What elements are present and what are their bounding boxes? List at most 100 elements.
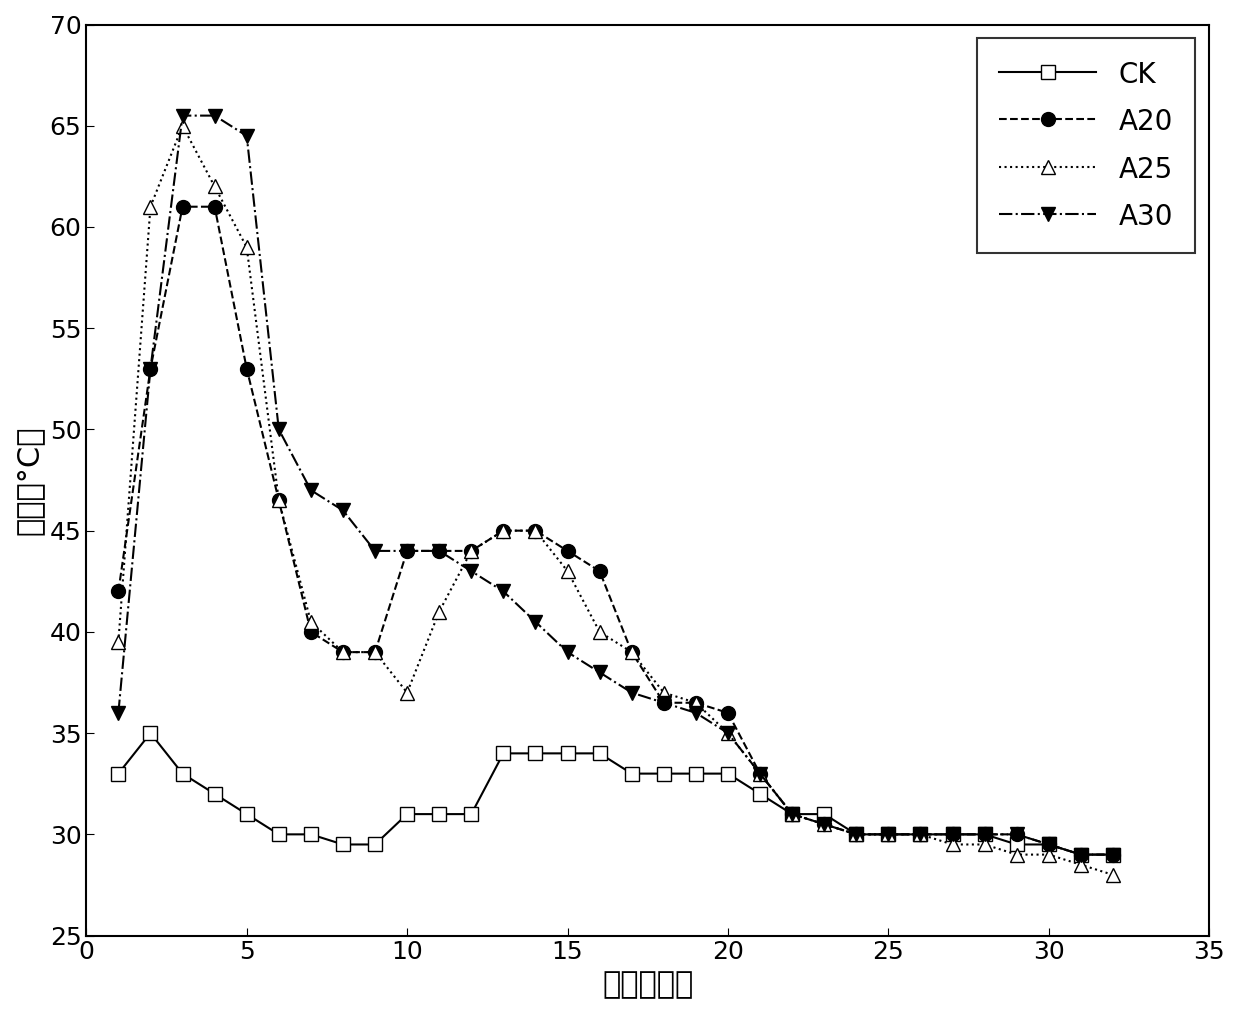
A25 [849, 828, 864, 841]
CK [720, 768, 735, 780]
CK [849, 828, 864, 841]
A30 [753, 768, 768, 780]
CK [143, 727, 157, 739]
CK [1009, 839, 1024, 851]
Line: CK: CK [112, 726, 1120, 862]
Line: A30: A30 [112, 108, 1120, 862]
A25 [175, 120, 190, 132]
Legend: CK, A20, A25, A30: CK, A20, A25, A30 [977, 39, 1195, 254]
A20 [720, 707, 735, 719]
A30 [1074, 849, 1089, 861]
A25 [272, 494, 286, 506]
A30 [1042, 839, 1056, 851]
A30 [143, 363, 157, 375]
A30 [720, 727, 735, 739]
A30 [207, 110, 222, 122]
A25 [560, 565, 575, 577]
A25 [239, 241, 254, 254]
A30 [399, 545, 414, 557]
CK [560, 747, 575, 759]
A20 [207, 201, 222, 213]
A30 [593, 666, 608, 678]
CK [753, 788, 768, 800]
A25 [817, 818, 832, 830]
CK [336, 839, 351, 851]
CK [880, 828, 895, 841]
X-axis label: 天数（天）: 天数（天） [603, 970, 693, 999]
A30 [432, 545, 446, 557]
A25 [753, 768, 768, 780]
CK [399, 808, 414, 820]
A30 [367, 545, 382, 557]
A20 [367, 646, 382, 658]
A25 [593, 626, 608, 638]
A30 [688, 707, 703, 719]
A25 [945, 839, 960, 851]
A25 [1009, 849, 1024, 861]
CK [207, 788, 222, 800]
CK [688, 768, 703, 780]
A20 [175, 201, 190, 213]
A30 [496, 585, 511, 597]
A25 [913, 828, 928, 841]
Y-axis label: 温度（°C）: 温度（°C） [15, 425, 43, 534]
A20 [1074, 849, 1089, 861]
A25 [880, 828, 895, 841]
A30 [528, 615, 543, 628]
A30 [110, 707, 125, 719]
A30 [336, 504, 351, 516]
A30 [849, 828, 864, 841]
CK [496, 747, 511, 759]
A20 [624, 646, 639, 658]
A20 [785, 808, 800, 820]
A30 [1106, 849, 1121, 861]
A25 [1106, 869, 1121, 881]
CK [785, 808, 800, 820]
A20 [1042, 839, 1056, 851]
CK [175, 768, 190, 780]
CK [945, 828, 960, 841]
CK [528, 747, 543, 759]
A20 [1106, 849, 1121, 861]
A25 [110, 636, 125, 648]
CK [656, 768, 671, 780]
A20 [399, 545, 414, 557]
CK [432, 808, 446, 820]
CK [1042, 839, 1056, 851]
A30 [1009, 828, 1024, 841]
CK [913, 828, 928, 841]
A25 [785, 808, 800, 820]
A20 [849, 828, 864, 841]
CK [1106, 849, 1121, 861]
A30 [464, 565, 479, 577]
A20 [110, 585, 125, 597]
A30 [945, 828, 960, 841]
A30 [175, 110, 190, 122]
A20 [464, 545, 479, 557]
A25 [496, 524, 511, 536]
A20 [1009, 828, 1024, 841]
CK [304, 828, 319, 841]
A20 [560, 545, 575, 557]
CK [272, 828, 286, 841]
A30 [239, 130, 254, 142]
A25 [1074, 859, 1089, 871]
A25 [1042, 849, 1056, 861]
A30 [913, 828, 928, 841]
Line: A20: A20 [112, 200, 1120, 862]
A20 [496, 524, 511, 536]
A20 [593, 565, 608, 577]
CK [1074, 849, 1089, 861]
A25 [688, 697, 703, 709]
A30 [624, 686, 639, 699]
A30 [272, 423, 286, 435]
A30 [977, 828, 992, 841]
A20 [304, 626, 319, 638]
A20 [753, 768, 768, 780]
A30 [560, 646, 575, 658]
A30 [656, 697, 671, 709]
A20 [143, 363, 157, 375]
A30 [785, 808, 800, 820]
A30 [304, 484, 319, 496]
CK [977, 828, 992, 841]
